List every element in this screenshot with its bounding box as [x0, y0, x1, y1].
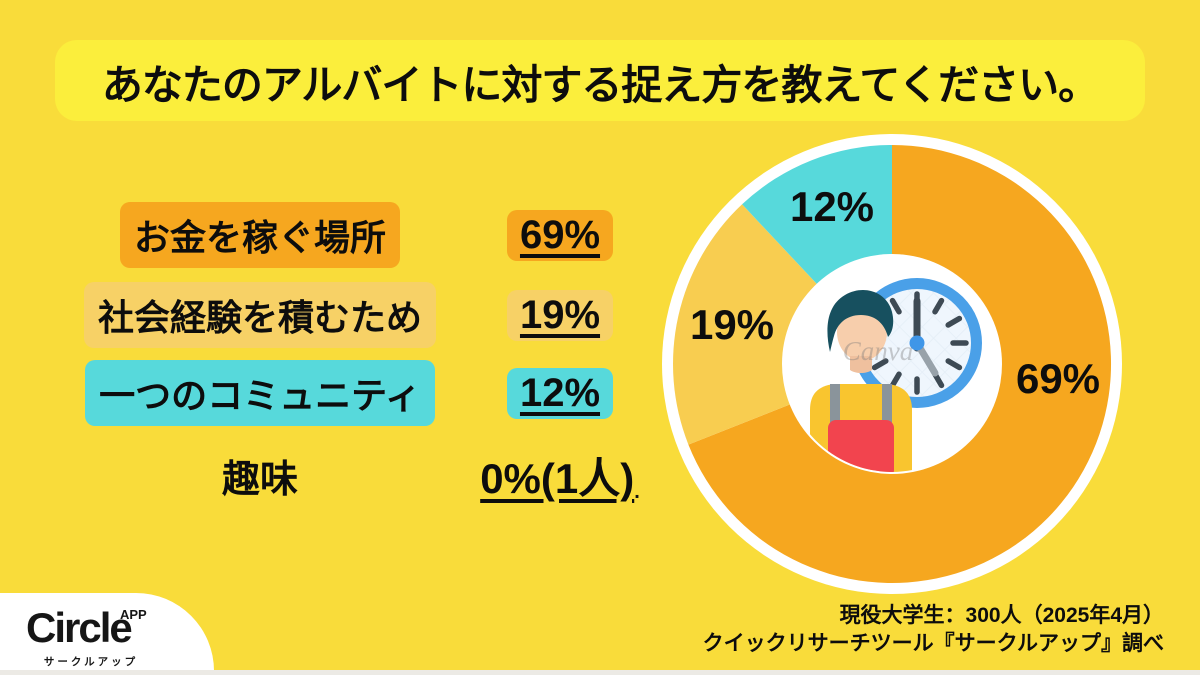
list-item: 趣味 0%(1人) . [60, 440, 660, 510]
list-item: 社会経験を積むため 19% [60, 280, 660, 350]
category-label: お金を稼ぐ場所 [119, 202, 400, 268]
category-value: 19% [506, 289, 614, 341]
brand-logo-card: Circle APP サークルアップ [0, 593, 214, 675]
source-note: 現役大学生：300人（2025年4月） クイックリサーチツール『サークルアップ』… [703, 602, 1164, 658]
pie-label-19: 19% [690, 301, 774, 348]
list-item: 一つのコミュニティ 12% [60, 358, 660, 428]
donut-chart: 12% 19% 69% [662, 134, 1122, 594]
clock-icon [852, 278, 982, 408]
title-banner: あなたのアルバイトに対する捉え方を教えてください。 [55, 40, 1145, 121]
category-label: 社会経験を積むため [83, 282, 436, 348]
category-value: 0%(1人) [480, 454, 635, 502]
worker-clock-illustration: Canva [810, 278, 982, 472]
worker-icon [810, 290, 912, 472]
donut-chart-svg: 12% 19% 69% [662, 134, 1122, 594]
pie-label-12: 12% [790, 183, 874, 230]
pie-label-69: 69% [1016, 355, 1100, 402]
category-value: 69% [506, 209, 614, 261]
category-label: 一つのコミュニティ [85, 360, 435, 426]
brand-logo: Circle [26, 604, 133, 651]
page-title: あなたのアルバイトに対する捉え方を教えてください。 [101, 61, 1099, 108]
bottom-edge-strip [0, 670, 1200, 675]
brand-logo-subtitle: サークルアップ [43, 656, 139, 668]
source-note-line1: 現役大学生：300人（2025年4月） [839, 604, 1164, 627]
category-label: 趣味 [221, 458, 298, 501]
list-item: お金を稼ぐ場所 69% [60, 200, 660, 270]
source-note-line2: クイックリサーチツール『サークルアップ』調べ [702, 632, 1164, 655]
canva-watermark: Canva [843, 336, 914, 366]
brand-logo-app-badge: APP [120, 607, 147, 622]
clock-center-dot [909, 335, 925, 351]
category-value: 12% [506, 367, 614, 419]
category-value-suffix: . [634, 480, 640, 503]
